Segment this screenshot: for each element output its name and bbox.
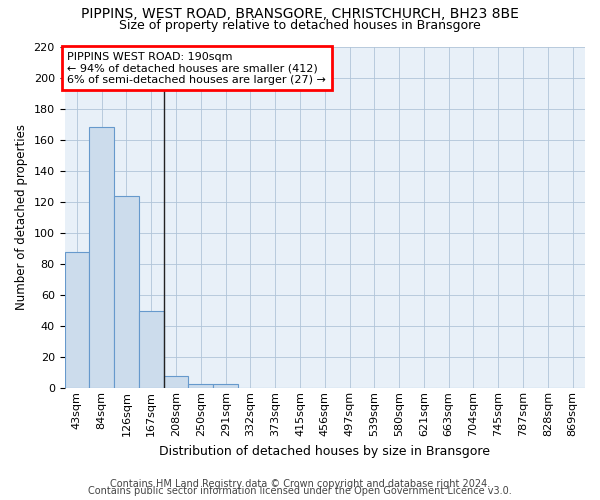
X-axis label: Distribution of detached houses by size in Bransgore: Distribution of detached houses by size …: [159, 444, 490, 458]
Bar: [139, 310, 164, 388]
Bar: [114, 196, 139, 388]
Bar: [213, 384, 238, 388]
Text: Contains public sector information licensed under the Open Government Licence v3: Contains public sector information licen…: [88, 486, 512, 496]
Bar: [188, 384, 213, 388]
Bar: [65, 252, 89, 388]
Y-axis label: Number of detached properties: Number of detached properties: [15, 124, 28, 310]
Text: PIPPINS, WEST ROAD, BRANSGORE, CHRISTCHURCH, BH23 8BE: PIPPINS, WEST ROAD, BRANSGORE, CHRISTCHU…: [81, 8, 519, 22]
Text: PIPPINS WEST ROAD: 190sqm
← 94% of detached houses are smaller (412)
6% of semi-: PIPPINS WEST ROAD: 190sqm ← 94% of detac…: [67, 52, 326, 85]
Bar: [89, 128, 114, 388]
Text: Size of property relative to detached houses in Bransgore: Size of property relative to detached ho…: [119, 19, 481, 32]
Text: Contains HM Land Registry data © Crown copyright and database right 2024.: Contains HM Land Registry data © Crown c…: [110, 479, 490, 489]
Bar: [164, 376, 188, 388]
